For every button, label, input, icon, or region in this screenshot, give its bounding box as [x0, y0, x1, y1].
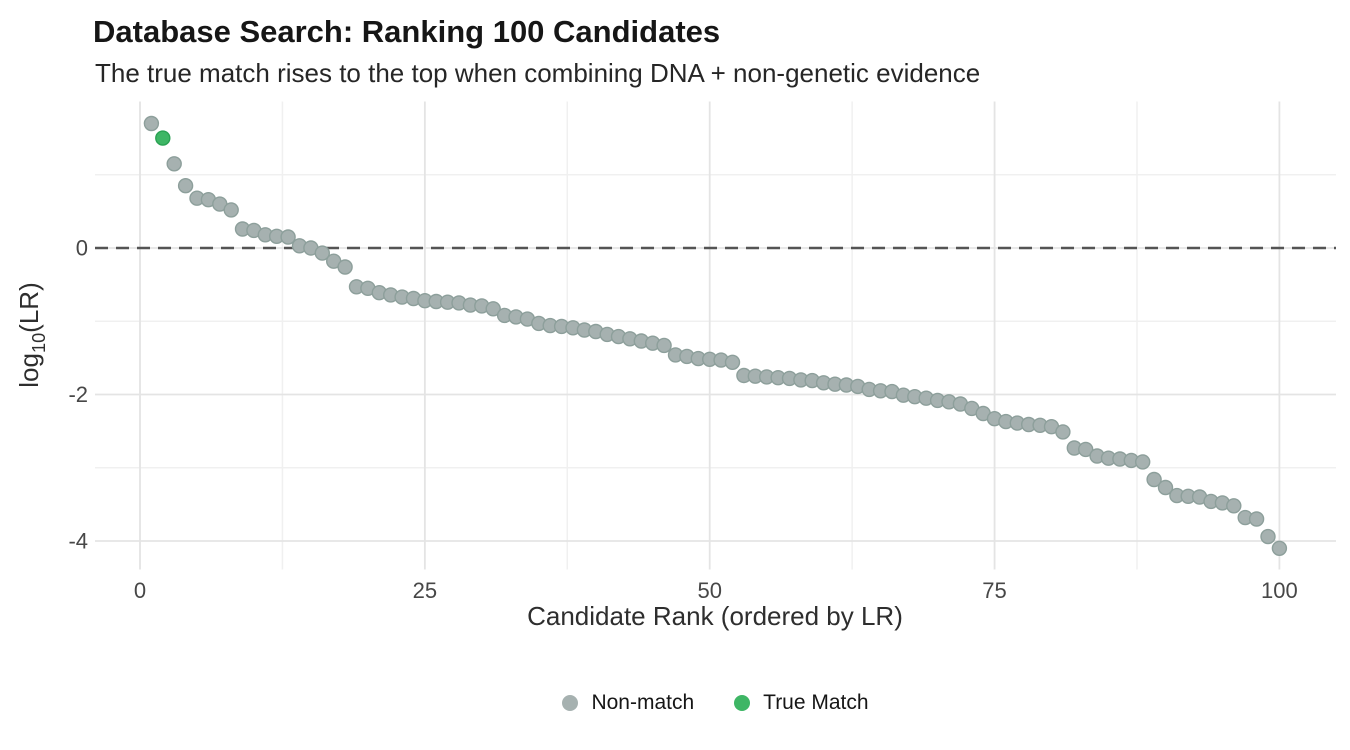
data-point — [314, 245, 330, 261]
data-point — [1157, 479, 1174, 496]
data-point — [1077, 441, 1094, 458]
data-point — [223, 202, 239, 218]
y-axis-title: log10(LR) — [14, 282, 49, 388]
data-point — [177, 177, 194, 194]
major-gridlines — [95, 101, 1336, 570]
data-point — [280, 229, 296, 245]
data-point — [1226, 498, 1242, 514]
legend: Non-match True Match — [95, 685, 1336, 721]
true-match-point — [155, 130, 171, 146]
data-points — [143, 115, 1288, 556]
data-point — [337, 259, 353, 275]
y-tick-label: -2 — [68, 382, 88, 407]
data-point — [1055, 424, 1071, 440]
y-axis-title-subscript: 10 — [29, 333, 49, 353]
data-point — [724, 354, 741, 370]
minor-gridlines — [95, 101, 1336, 570]
y-axis-title-post: (LR) — [14, 282, 44, 333]
x-tick-label: 50 — [697, 578, 721, 603]
data-point — [656, 337, 672, 354]
data-point — [166, 156, 182, 172]
x-tick-label: 75 — [982, 578, 1006, 603]
legend-label: True Match — [763, 691, 869, 714]
legend-dot-icon — [734, 695, 751, 711]
x-tick-label: 25 — [413, 578, 437, 603]
x-axis-title: Candidate Rank (ordered by LR) — [527, 601, 903, 631]
y-axis-tick-labels: 0 -2 -4 — [68, 236, 88, 554]
data-point — [1134, 454, 1151, 470]
chart-title: Database Search: Ranking 100 Candidates — [93, 14, 720, 49]
data-point — [143, 115, 160, 132]
x-tick-label: 0 — [134, 578, 146, 603]
legend-item: True Match — [734, 691, 869, 715]
y-tick-label: 0 — [76, 236, 88, 261]
legend-label: Non-match — [591, 691, 695, 714]
x-axis-tick-labels: 0 25 50 75 100 — [134, 578, 1298, 603]
data-point — [1260, 528, 1276, 545]
x-tick-label: 100 — [1261, 578, 1298, 603]
chart-subtitle: The true match rises to the top when com… — [95, 58, 980, 88]
legend-item: Non-match — [562, 691, 694, 715]
data-point — [1248, 511, 1265, 527]
data-point — [1146, 471, 1162, 488]
y-tick-label: -4 — [68, 529, 88, 554]
legend-dot-icon — [562, 695, 579, 711]
data-point — [1271, 540, 1288, 556]
y-axis-title-pre: log — [14, 353, 44, 388]
data-point — [485, 301, 501, 317]
